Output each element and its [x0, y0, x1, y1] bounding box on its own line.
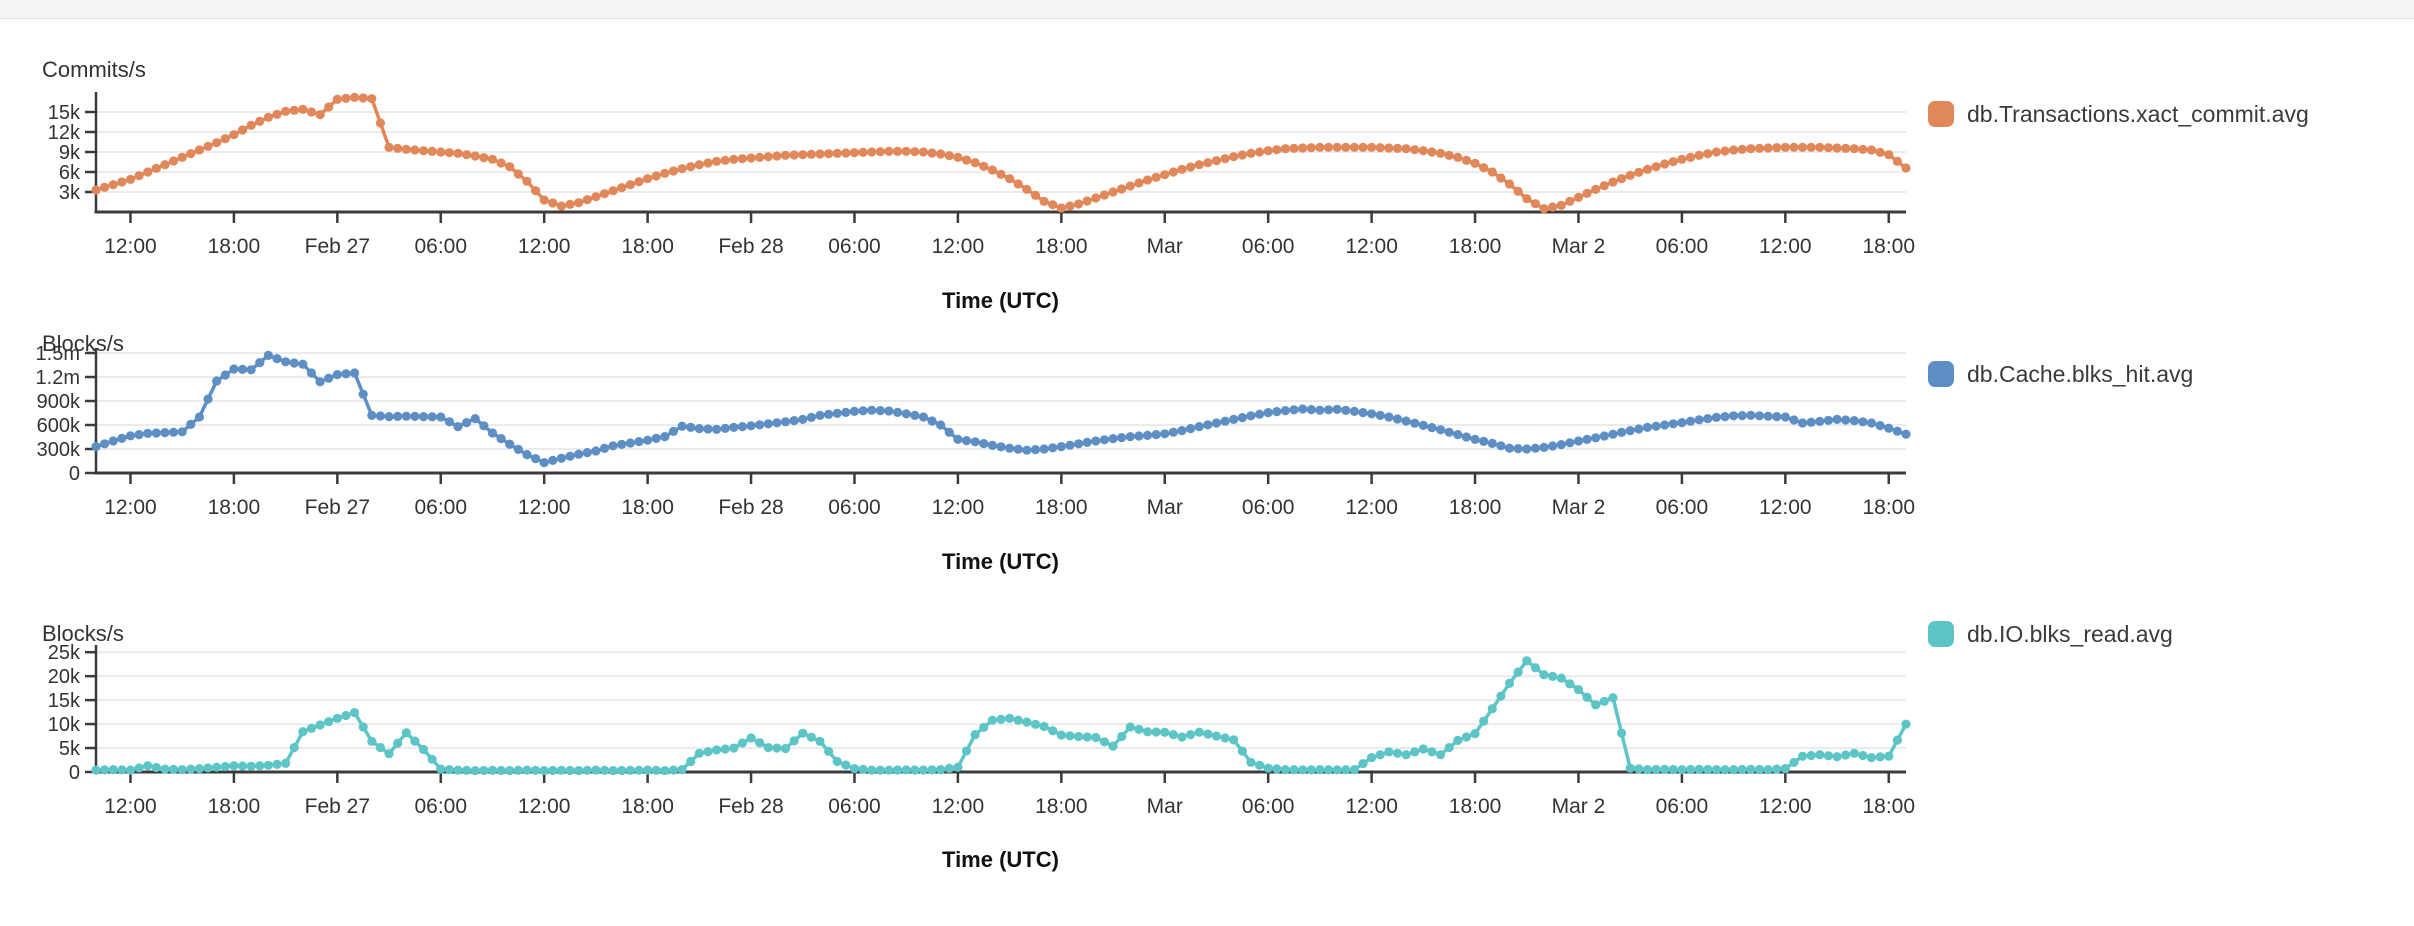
svg-text:20k: 20k — [48, 666, 81, 688]
svg-text:15k: 15k — [48, 102, 81, 124]
svg-text:06:00: 06:00 — [1242, 235, 1295, 258]
svg-text:12:00: 12:00 — [104, 235, 157, 258]
chart2-legend-swatch-icon — [1928, 361, 1954, 387]
svg-text:600k: 600k — [37, 415, 81, 437]
svg-text:0: 0 — [69, 463, 80, 485]
svg-text:Feb 27: Feb 27 — [305, 235, 370, 258]
svg-text:10k: 10k — [48, 714, 81, 736]
svg-text:18:00: 18:00 — [208, 235, 261, 258]
svg-text:18:00: 18:00 — [208, 496, 261, 519]
svg-text:Feb 28: Feb 28 — [718, 496, 783, 519]
chart3-legend-swatch-icon — [1928, 621, 1954, 647]
svg-text:Mar 2: Mar 2 — [1552, 235, 1606, 258]
svg-text:Feb 27: Feb 27 — [305, 496, 370, 519]
svg-text:12:00: 12:00 — [518, 496, 571, 519]
svg-text:18:00: 18:00 — [1035, 235, 1088, 258]
svg-text:06:00: 06:00 — [414, 235, 467, 258]
chart3-legend-label: db.IO.blks_read.avg — [1967, 621, 2173, 647]
svg-text:06:00: 06:00 — [828, 496, 881, 519]
svg-text:12:00: 12:00 — [1759, 795, 1812, 818]
chart3-title: Blocks/s — [42, 621, 124, 646]
chart2-legend-item[interactable]: db.Cache.blks_hit.avg — [1928, 361, 2193, 387]
chart2-title: Blocks/s — [42, 331, 124, 356]
svg-text:18:00: 18:00 — [1035, 795, 1088, 818]
svg-text:06:00: 06:00 — [1656, 496, 1709, 519]
svg-text:18:00: 18:00 — [1035, 496, 1088, 519]
svg-text:18:00: 18:00 — [1862, 795, 1915, 818]
svg-text:1.2m: 1.2m — [36, 367, 80, 389]
svg-text:06:00: 06:00 — [828, 235, 881, 258]
svg-text:18:00: 18:00 — [621, 235, 674, 258]
svg-text:18:00: 18:00 — [1449, 496, 1502, 519]
svg-text:5k: 5k — [59, 738, 81, 760]
svg-text:06:00: 06:00 — [1242, 795, 1295, 818]
chart1-xaxis-title: Time (UTC) — [942, 288, 1059, 313]
chart1-legend-swatch-icon — [1928, 101, 1954, 127]
svg-text:06:00: 06:00 — [1242, 496, 1295, 519]
svg-text:12:00: 12:00 — [1345, 496, 1398, 519]
svg-text:Mar: Mar — [1147, 795, 1183, 818]
svg-text:18:00: 18:00 — [1449, 235, 1502, 258]
svg-text:12:00: 12:00 — [104, 496, 157, 519]
svg-text:12k: 12k — [48, 122, 81, 144]
svg-text:Feb 28: Feb 28 — [718, 235, 783, 258]
svg-text:25k: 25k — [48, 642, 81, 664]
svg-text:18:00: 18:00 — [1862, 235, 1915, 258]
chart1-title: Commits/s — [42, 57, 146, 82]
chart3-xaxis-title: Time (UTC) — [942, 847, 1059, 872]
svg-text:6k: 6k — [59, 162, 81, 184]
svg-text:12:00: 12:00 — [518, 235, 571, 258]
svg-text:3k: 3k — [59, 182, 81, 204]
svg-text:06:00: 06:00 — [414, 496, 467, 519]
svg-text:12:00: 12:00 — [518, 795, 571, 818]
svg-text:Mar: Mar — [1147, 235, 1183, 258]
chart1-legend-label: db.Transactions.xact_commit.avg — [1967, 101, 2309, 127]
svg-text:06:00: 06:00 — [828, 795, 881, 818]
svg-text:18:00: 18:00 — [621, 795, 674, 818]
chart3-legend-item[interactable]: db.IO.blks_read.avg — [1928, 621, 2173, 647]
svg-text:18:00: 18:00 — [621, 496, 674, 519]
svg-text:15k: 15k — [48, 690, 81, 712]
svg-text:Mar: Mar — [1147, 496, 1183, 519]
svg-text:12:00: 12:00 — [932, 496, 985, 519]
svg-text:18:00: 18:00 — [1449, 795, 1502, 818]
chart2-legend-label: db.Cache.blks_hit.avg — [1967, 361, 2194, 387]
svg-text:300k: 300k — [37, 439, 81, 461]
svg-text:12:00: 12:00 — [104, 795, 157, 818]
svg-text:9k: 9k — [59, 142, 81, 164]
svg-text:0: 0 — [69, 762, 80, 784]
svg-text:06:00: 06:00 — [414, 795, 467, 818]
svg-text:12:00: 12:00 — [932, 235, 985, 258]
svg-text:12:00: 12:00 — [1759, 235, 1812, 258]
svg-text:900k: 900k — [37, 391, 81, 413]
svg-text:06:00: 06:00 — [1656, 795, 1709, 818]
svg-text:Mar 2: Mar 2 — [1552, 496, 1606, 519]
svg-text:12:00: 12:00 — [1345, 235, 1398, 258]
top-bar — [0, 0, 2414, 19]
svg-text:12:00: 12:00 — [1759, 496, 1812, 519]
svg-text:18:00: 18:00 — [1862, 496, 1915, 519]
svg-text:Feb 28: Feb 28 — [718, 795, 783, 818]
svg-text:06:00: 06:00 — [1656, 235, 1709, 258]
svg-text:12:00: 12:00 — [1345, 795, 1398, 818]
svg-text:18:00: 18:00 — [208, 795, 261, 818]
svg-text:Feb 27: Feb 27 — [305, 795, 370, 818]
chart1-legend-item[interactable]: db.Transactions.xact_commit.avg — [1928, 101, 2309, 127]
svg-text:12:00: 12:00 — [932, 795, 985, 818]
svg-text:1.5m: 1.5m — [36, 343, 80, 365]
chart2-xaxis-title: Time (UTC) — [942, 549, 1059, 574]
svg-text:Mar 2: Mar 2 — [1552, 795, 1606, 818]
